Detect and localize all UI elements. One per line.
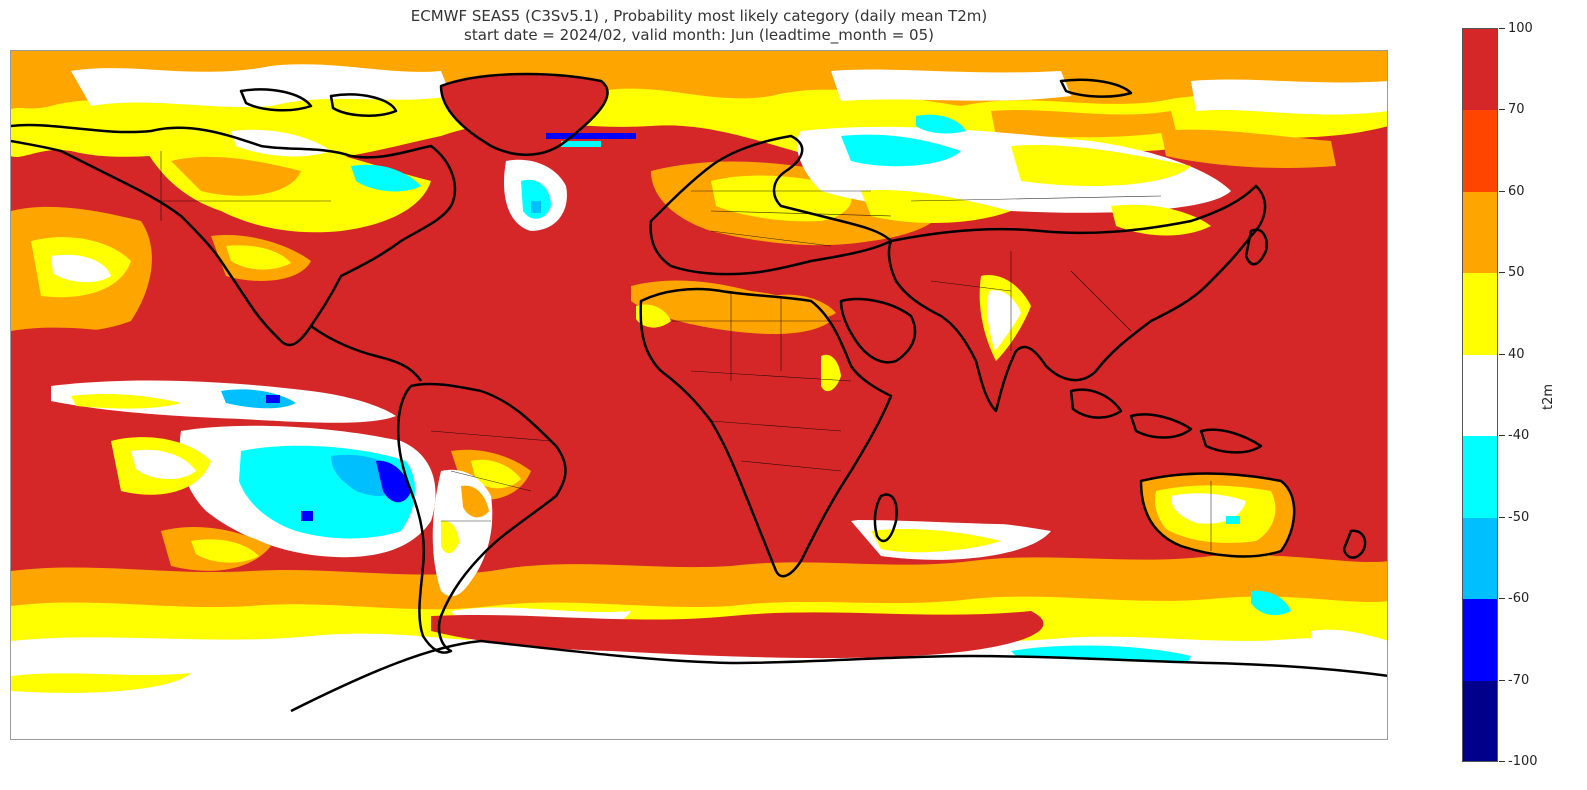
colorbar-tick bbox=[1499, 272, 1505, 273]
south-pacific-cool-region bbox=[111, 425, 436, 571]
colorbar-tick bbox=[1499, 761, 1505, 762]
colorbar-tick-label: -60 bbox=[1508, 591, 1530, 606]
colorbar-tick bbox=[1499, 191, 1505, 192]
colorbar-tick bbox=[1499, 109, 1505, 110]
world-map-svg bbox=[11, 51, 1387, 739]
colorbar-tick-label: -100 bbox=[1508, 754, 1538, 769]
colorbar-tick-label: 40 bbox=[1508, 347, 1525, 362]
colorbar-tick-label: 50 bbox=[1508, 265, 1525, 280]
north-america-region bbox=[11, 129, 431, 341]
colorbar-tick bbox=[1499, 435, 1505, 436]
colorbar-tick-label: -40 bbox=[1508, 428, 1530, 443]
south-america-south-region bbox=[432, 469, 493, 597]
colorbar-tick bbox=[1499, 680, 1505, 681]
north-atlantic-cool-patch bbox=[503, 159, 567, 231]
colorbar-segment-50-60 bbox=[1463, 192, 1497, 273]
colorbar-segment-below-50-60 bbox=[1463, 518, 1497, 599]
probability-map bbox=[10, 50, 1388, 740]
title-line-1: ECMWF SEAS5 (C3Sv5.1) , Probability most… bbox=[410, 7, 988, 25]
colorbar-axis-label: t2m bbox=[1541, 383, 1556, 410]
colorbar-tick bbox=[1499, 517, 1505, 518]
coastlines bbox=[11, 72, 1387, 713]
colorbar-tick-label: 60 bbox=[1508, 184, 1525, 199]
tropical-pacific-band bbox=[51, 380, 396, 423]
india-region bbox=[979, 275, 1031, 361]
colorbar-segment-below-60-70 bbox=[1463, 599, 1497, 681]
colorbar-segment-neutral bbox=[1463, 355, 1497, 436]
colorbar-tick bbox=[1499, 354, 1505, 355]
siberia-region bbox=[797, 114, 1336, 236]
country-borders bbox=[160, 151, 1212, 551]
colorbar-tick-label: -70 bbox=[1508, 673, 1530, 688]
title-line-2: start date = 2024/02, valid month: Jun (… bbox=[464, 26, 934, 44]
greenland-sea-blue bbox=[546, 133, 636, 139]
colorbar-tick-label: -50 bbox=[1508, 510, 1530, 525]
colorbar-segment-below-40-50 bbox=[1463, 436, 1497, 518]
colorbar-tick bbox=[1499, 28, 1505, 29]
arctic-band bbox=[11, 51, 1387, 164]
colorbar-segment-below-70-100 bbox=[1463, 681, 1497, 761]
colorbar-tick-label: 100 bbox=[1508, 21, 1533, 36]
map-title: ECMWF SEAS5 (C3Sv5.1) , Probability most… bbox=[10, 7, 1388, 45]
colorbar-segment-40-50 bbox=[1463, 273, 1497, 355]
australia-region bbox=[1141, 473, 1295, 557]
antarctica-region bbox=[291, 641, 1387, 739]
colorbar bbox=[1462, 28, 1498, 762]
colorbar-tick-label: 70 bbox=[1508, 102, 1525, 117]
colorbar-segment-60-70 bbox=[1463, 110, 1497, 192]
colorbar-segment-70-100 bbox=[1463, 29, 1497, 110]
colorbar-tick bbox=[1499, 598, 1505, 599]
